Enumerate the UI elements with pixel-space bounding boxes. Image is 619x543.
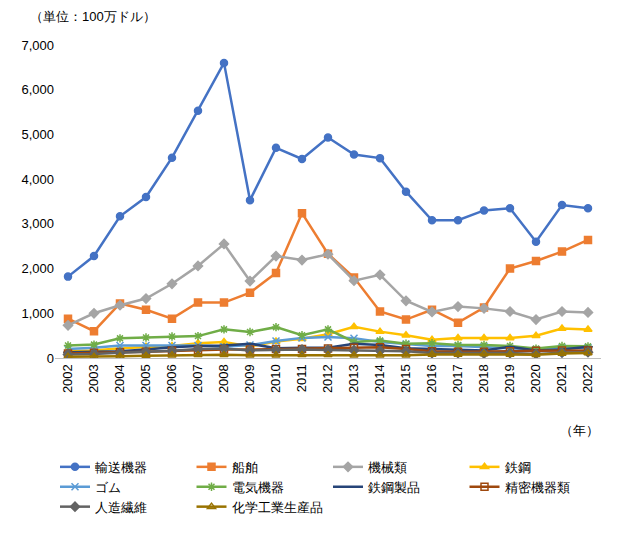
svg-text:7,000: 7,000: [21, 38, 54, 53]
svg-text:ゴム: ゴム: [95, 480, 121, 495]
svg-text:鉄鋼製品: 鉄鋼製品: [368, 480, 420, 495]
svg-text:1,000: 1,000: [21, 306, 54, 321]
svg-text:電気機器: 電気機器: [232, 480, 284, 495]
svg-text:2002: 2002: [60, 364, 75, 393]
svg-text:2015: 2015: [398, 364, 413, 393]
svg-text:2017: 2017: [450, 364, 465, 393]
svg-text:（単位：100万ドル）: （単位：100万ドル）: [30, 9, 156, 24]
svg-text:2022: 2022: [580, 364, 595, 393]
svg-text:2007: 2007: [190, 364, 205, 393]
svg-text:2009: 2009: [242, 364, 257, 393]
svg-text:3,000: 3,000: [21, 216, 54, 231]
svg-text:5,000: 5,000: [21, 127, 54, 142]
svg-text:化学工業生産品: 化学工業生産品: [232, 500, 323, 515]
svg-text:機械類: 機械類: [368, 460, 407, 475]
svg-text:（年）: （年）: [560, 423, 599, 438]
svg-text:輸送機器: 輸送機器: [95, 460, 147, 475]
svg-text:2011: 2011: [294, 364, 309, 392]
svg-text:人造繊維: 人造繊維: [95, 500, 147, 515]
svg-text:2021: 2021: [554, 364, 569, 393]
svg-text:2013: 2013: [346, 364, 361, 393]
svg-text:2019: 2019: [502, 364, 517, 393]
svg-text:鉄鋼: 鉄鋼: [505, 460, 531, 475]
svg-text:2020: 2020: [528, 364, 543, 393]
svg-text:2003: 2003: [86, 364, 101, 393]
svg-text:精密機器類: 精密機器類: [505, 480, 570, 495]
svg-text:2004: 2004: [112, 364, 127, 393]
svg-text:2014: 2014: [372, 364, 387, 393]
svg-text:4,000: 4,000: [21, 172, 54, 187]
svg-text:船舶: 船舶: [232, 460, 258, 475]
svg-text:2012: 2012: [320, 364, 335, 393]
svg-text:2018: 2018: [476, 364, 491, 393]
svg-text:2016: 2016: [424, 364, 439, 393]
svg-text:6,000: 6,000: [21, 82, 54, 97]
svg-text:2010: 2010: [268, 364, 283, 393]
svg-text:2008: 2008: [216, 364, 231, 393]
svg-text:2006: 2006: [164, 364, 179, 393]
svg-text:2005: 2005: [138, 364, 153, 393]
svg-text:2,000: 2,000: [21, 261, 54, 276]
svg-text:0: 0: [47, 351, 54, 366]
